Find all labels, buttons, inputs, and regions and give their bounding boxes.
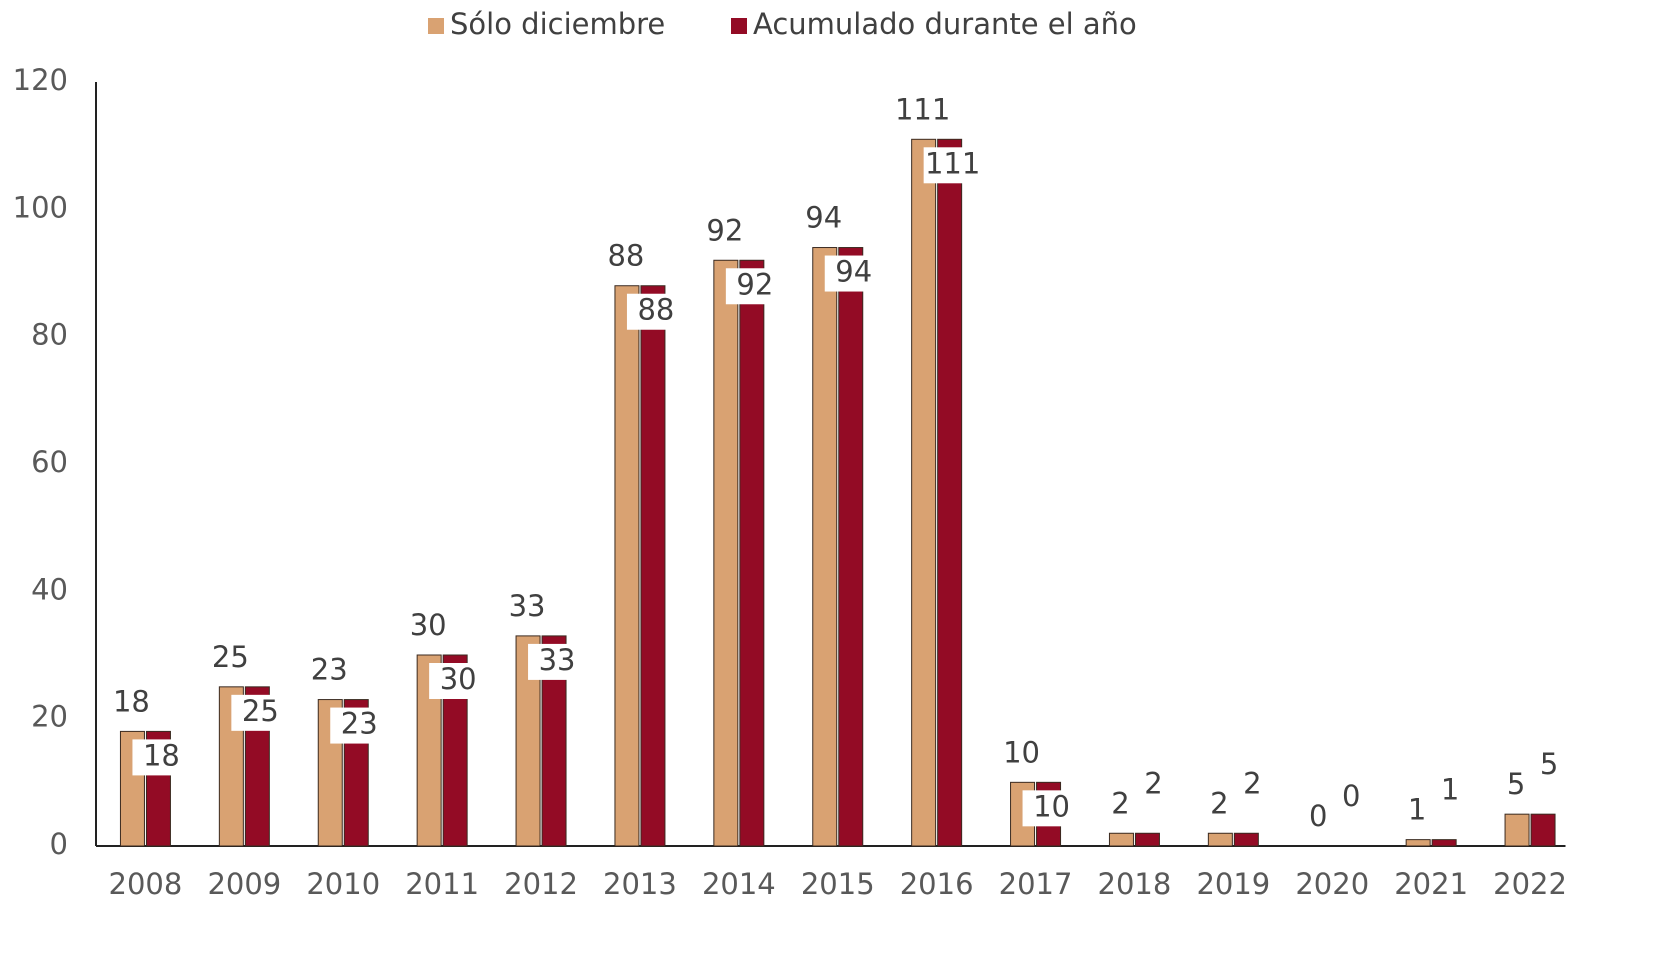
data-label-box [330,707,391,744]
y-tick-label: 80 [31,318,68,352]
legend-label: Sólo diciembre [450,7,665,41]
data-label: 25 [242,694,279,728]
legend-label: Acumulado durante el año [753,7,1137,41]
bar [1207,832,1233,847]
data-label: 111 [895,92,950,126]
data-label: 23 [311,653,348,687]
data-label: 2 [1111,786,1129,820]
y-tick-label: 120 [13,63,68,97]
data-label: 2 [1210,786,1228,820]
data-label: 2 [1144,766,1162,800]
bar [1504,813,1530,847]
data-label-box [231,694,292,731]
legend-marker [731,18,747,34]
x-tick-label: 2018 [1098,867,1172,901]
data-label-box [725,268,786,305]
data-label: 5 [1540,747,1558,781]
data-label: 33 [539,643,576,677]
y-tick-label: 20 [31,700,68,734]
bar [1405,839,1431,847]
data-label: 94 [805,201,842,235]
data-label: 111 [925,146,980,180]
x-tick-label: 2010 [306,867,380,901]
data-label: 18 [143,738,180,772]
x-tick-label: 2015 [801,867,875,901]
x-tick-label: 2020 [1295,867,1369,901]
bar [640,285,666,847]
y-tick-label: 0 [50,827,68,861]
y-tick-label: 100 [13,190,68,224]
data-label: 18 [113,684,150,718]
x-tick-label: 2014 [702,867,776,901]
data-label-box [528,643,589,680]
data-label-box [824,255,885,292]
x-tick-label: 2021 [1394,867,1468,901]
bar [614,285,640,847]
x-tick-label: 2016 [900,867,974,901]
data-label-box [132,739,193,776]
bar [911,138,937,847]
data-label: 94 [835,255,872,289]
x-tick-label: 2008 [109,867,183,901]
x-tick-label: 2019 [1196,867,1270,901]
x-tick-label: 2012 [504,867,578,901]
data-label: 10 [1033,789,1070,823]
x-tick-label: 2009 [207,867,281,901]
data-label-box [1022,790,1083,827]
data-label: 5 [1507,767,1525,801]
data-label-box [923,147,984,184]
bar [713,259,739,847]
data-label-box [626,293,687,330]
data-label: 23 [341,707,378,741]
data-label: 92 [736,267,773,301]
y-tick-label: 40 [31,572,68,606]
x-tick-label: 2011 [405,867,479,901]
bar [937,138,963,847]
data-label: 33 [509,589,546,623]
bar [812,247,838,847]
data-label: 88 [607,239,644,273]
x-tick-label: 2013 [603,867,677,901]
data-label: 30 [440,662,477,696]
data-label: 88 [637,293,674,327]
bar [1530,813,1556,847]
data-label: 10 [1003,735,1040,769]
bar [1134,832,1160,847]
data-label: 0 [1309,799,1327,833]
data-label: 92 [706,213,743,247]
bar [1108,832,1134,847]
bar [739,259,765,847]
data-label: 0 [1342,779,1360,813]
data-label-box [429,663,490,699]
bar [838,247,864,847]
data-label: 2 [1243,766,1261,800]
x-tick-label: 2022 [1493,867,1567,901]
bar [1233,832,1259,847]
data-label: 25 [212,640,249,674]
data-label: 30 [410,608,447,642]
y-tick-label: 60 [31,445,68,479]
data-label: 1 [1441,773,1459,807]
bar [1431,839,1457,847]
x-tick-label: 2017 [999,867,1073,901]
data-label: 1 [1408,793,1426,827]
legend-marker [428,18,444,34]
